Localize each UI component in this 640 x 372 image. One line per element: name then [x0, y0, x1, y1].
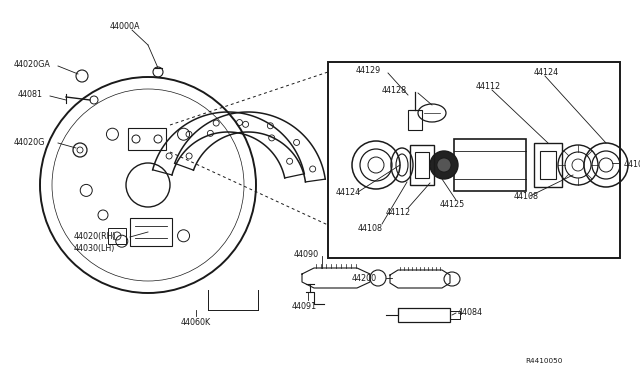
Text: 44108: 44108	[514, 192, 539, 201]
Text: 44112: 44112	[476, 82, 501, 91]
Text: 44108: 44108	[358, 224, 383, 233]
Text: 44020(RH): 44020(RH)	[74, 232, 116, 241]
Circle shape	[437, 158, 451, 172]
Text: 44129: 44129	[356, 66, 381, 75]
Text: 44112: 44112	[386, 208, 411, 217]
Text: 44060K: 44060K	[181, 318, 211, 327]
Circle shape	[430, 151, 458, 179]
Text: 44091: 44091	[292, 302, 317, 311]
Bar	[128, 128, 166, 150]
Bar	[454, 139, 526, 191]
Text: 44084: 44084	[458, 308, 483, 317]
Bar	[410, 145, 434, 185]
Text: 44124: 44124	[534, 68, 559, 77]
Text: 44124: 44124	[336, 188, 361, 197]
Bar	[328, 62, 620, 258]
Bar	[534, 143, 562, 187]
Text: 44081: 44081	[18, 90, 43, 99]
Bar	[450, 311, 460, 319]
Bar	[108, 228, 126, 244]
Bar	[540, 151, 556, 179]
Text: 44000A: 44000A	[110, 22, 141, 31]
Text: 44020G: 44020G	[14, 138, 45, 147]
Bar	[408, 110, 422, 130]
Bar	[398, 308, 450, 322]
Text: 44100P: 44100P	[624, 160, 640, 169]
Text: 44020GA: 44020GA	[14, 60, 51, 69]
Text: 44200: 44200	[352, 274, 377, 283]
Text: 44128: 44128	[382, 86, 407, 95]
Text: 44030(LH): 44030(LH)	[74, 244, 115, 253]
Bar	[415, 152, 429, 178]
Text: 44090: 44090	[294, 250, 319, 259]
Bar	[130, 218, 172, 246]
Text: R4410050: R4410050	[525, 358, 563, 364]
Text: 44125: 44125	[440, 200, 465, 209]
